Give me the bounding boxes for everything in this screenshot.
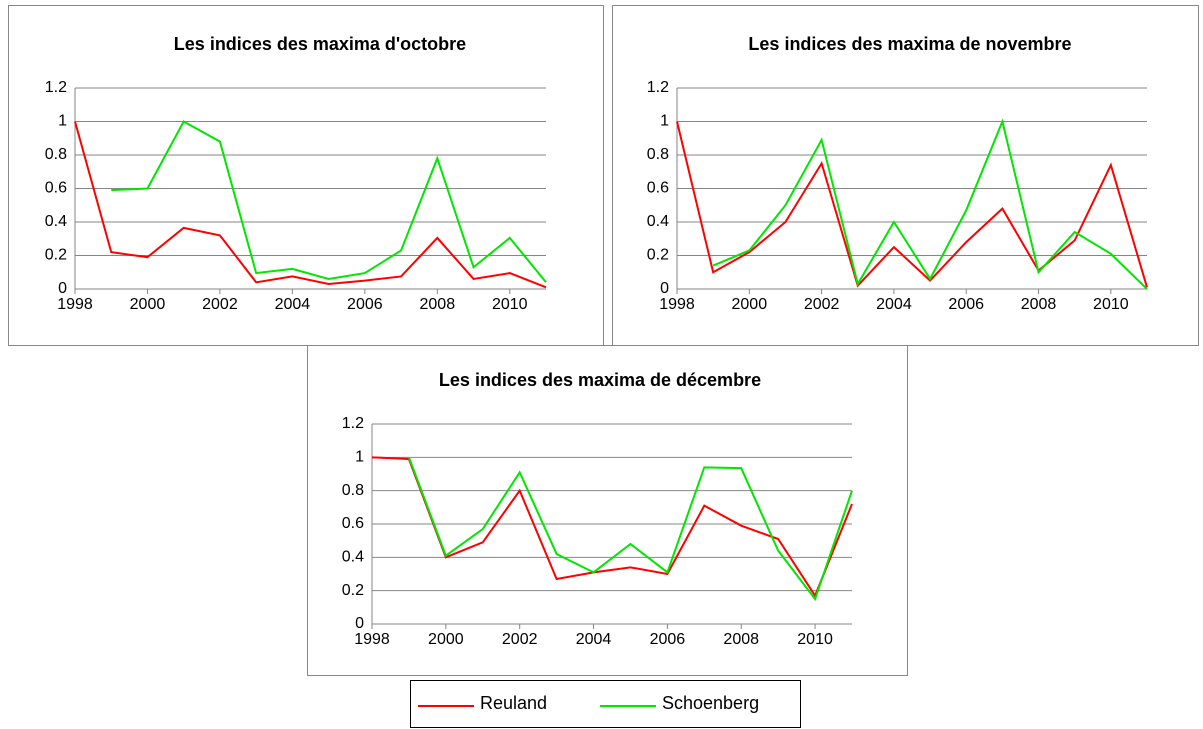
y-tick-label: 0 xyxy=(660,280,669,297)
x-tick-label: 2008 xyxy=(723,631,759,648)
y-tick-label: 0.4 xyxy=(342,549,364,566)
y-tick-label: 0.6 xyxy=(342,515,364,532)
x-tick-label: 2002 xyxy=(202,296,238,313)
x-tick-label: 2002 xyxy=(502,631,538,648)
series-line xyxy=(111,120,547,283)
chart-title: Les indices des maxima d'octobre xyxy=(174,34,466,54)
series-line xyxy=(407,456,853,602)
y-tick-label: 0.2 xyxy=(342,582,364,599)
chart-title: Les indices des maxima de novembre xyxy=(748,34,1071,54)
chart-title: Les indices des maxima de décembre xyxy=(439,370,761,390)
chart-frame xyxy=(307,345,908,676)
x-tick-label: 2010 xyxy=(492,296,528,313)
x-tick-label: 2000 xyxy=(428,631,464,648)
y-tick-label: 0.4 xyxy=(647,213,669,230)
y-tick-label: 0.4 xyxy=(45,213,67,230)
y-tick-label: 1.2 xyxy=(342,415,364,432)
y-tick-label: 0.2 xyxy=(45,247,67,264)
y-tick-label: 0.6 xyxy=(45,180,67,197)
y-tick-label: 1 xyxy=(660,113,669,130)
legend-label: Reuland xyxy=(480,693,547,713)
x-tick-label: 2008 xyxy=(420,296,456,313)
y-tick-label: 1 xyxy=(58,113,67,130)
x-tick-label: 2004 xyxy=(275,296,311,313)
chart-frame xyxy=(612,5,1199,346)
x-tick-label: 1998 xyxy=(354,631,390,648)
y-tick-label: 1 xyxy=(355,449,364,466)
x-tick-label: 2002 xyxy=(804,296,840,313)
y-tick-label: 0.8 xyxy=(647,146,669,163)
y-tick-label: 0 xyxy=(58,280,67,297)
y-tick-label: 1.2 xyxy=(647,79,669,96)
x-tick-label: 2006 xyxy=(650,631,686,648)
y-tick-label: 0.8 xyxy=(45,146,67,163)
x-tick-label: 1998 xyxy=(57,296,93,313)
x-tick-label: 2006 xyxy=(347,296,383,313)
x-tick-label: 2004 xyxy=(876,296,912,313)
x-tick-label: 2000 xyxy=(130,296,166,313)
y-tick-label: 0.8 xyxy=(342,482,364,499)
x-tick-label: 2010 xyxy=(797,631,833,648)
y-tick-label: 0 xyxy=(355,615,364,632)
x-tick-label: 2000 xyxy=(732,296,768,313)
series-line xyxy=(676,121,1148,288)
x-tick-label: 2004 xyxy=(576,631,612,648)
x-tick-label: 1998 xyxy=(659,296,695,313)
x-tick-label: 2008 xyxy=(1021,296,1057,313)
x-tick-label: 2006 xyxy=(948,296,984,313)
y-tick-label: 0.2 xyxy=(647,247,669,264)
x-tick-label: 2010 xyxy=(1093,296,1129,313)
y-tick-label: 0.6 xyxy=(647,180,669,197)
chart-frame xyxy=(8,5,604,346)
series-line xyxy=(712,118,1148,290)
series-line xyxy=(74,121,547,289)
y-tick-label: 1.2 xyxy=(45,79,67,96)
legend-frame xyxy=(410,680,801,728)
legend-label: Schoenberg xyxy=(662,693,759,713)
